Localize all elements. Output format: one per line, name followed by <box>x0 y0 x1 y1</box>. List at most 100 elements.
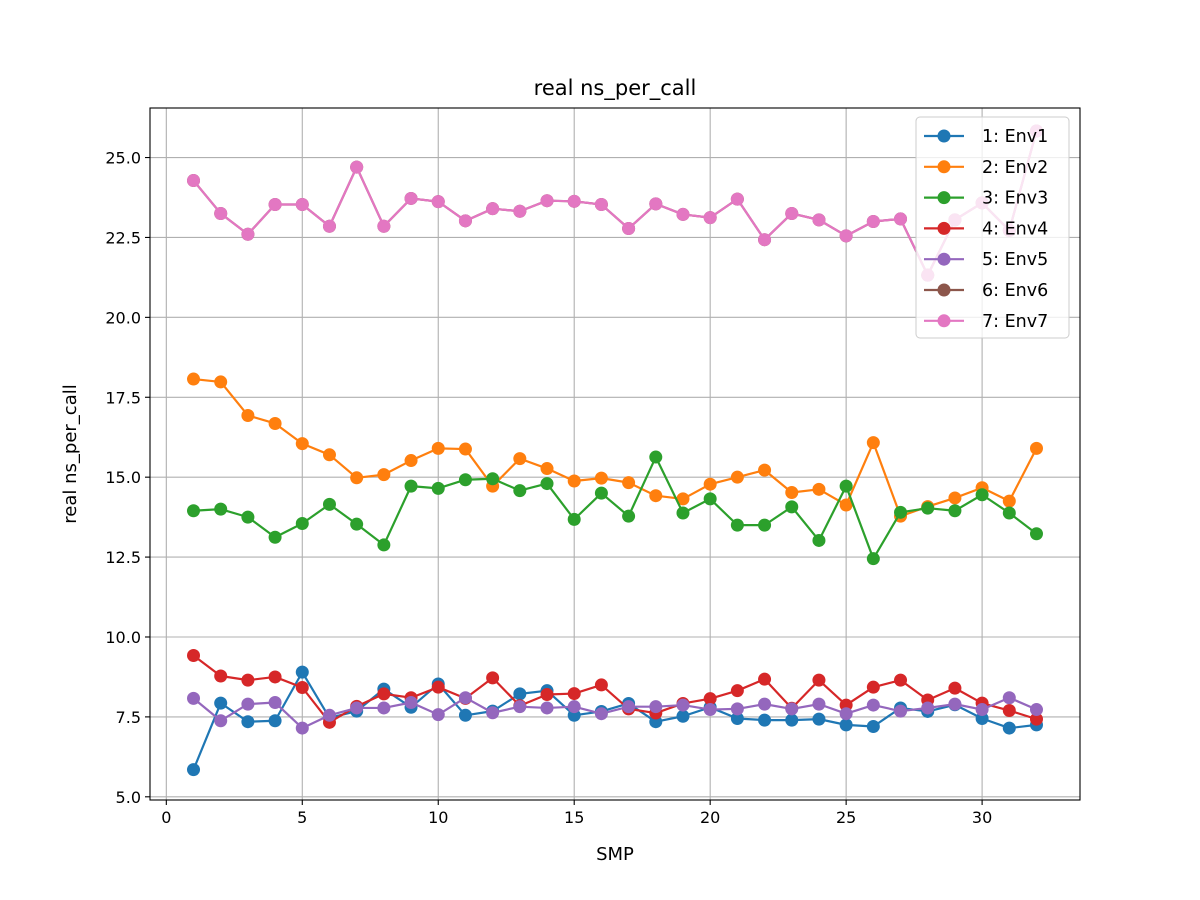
legend-entry: 3: Env3 <box>924 189 1048 209</box>
data-point <box>486 706 500 720</box>
data-point <box>540 477 554 491</box>
data-point <box>812 712 826 726</box>
data-point <box>758 697 772 711</box>
data-point <box>431 441 445 455</box>
data-point <box>513 484 527 498</box>
data-point <box>295 437 309 451</box>
data-point <box>894 212 908 226</box>
data-point <box>948 697 962 711</box>
series-3 <box>187 450 1043 566</box>
series-layer <box>187 124 1043 777</box>
data-point <box>812 697 826 711</box>
data-point <box>948 504 962 518</box>
data-point <box>513 204 527 218</box>
legend-marker <box>937 160 951 174</box>
data-point <box>540 462 554 476</box>
y-tick-label: 7.5 <box>116 708 141 727</box>
data-point <box>241 697 255 711</box>
y-tick-label: 22.5 <box>105 228 141 247</box>
data-point <box>295 517 309 531</box>
data-point <box>594 678 608 692</box>
x-tick-label: 30 <box>972 808 992 827</box>
data-point <box>567 194 581 208</box>
data-point <box>676 207 690 221</box>
legend-entry: 5: Env5 <box>924 250 1048 270</box>
data-point <box>758 518 772 532</box>
data-point <box>785 206 799 220</box>
data-point <box>730 684 744 698</box>
data-point <box>268 530 282 544</box>
data-point <box>1029 703 1043 717</box>
data-point <box>431 195 445 209</box>
data-point <box>241 673 255 687</box>
data-point <box>676 492 690 506</box>
data-point <box>812 482 826 496</box>
data-point <box>866 719 880 733</box>
data-point <box>187 372 201 386</box>
data-point <box>187 504 201 518</box>
data-point <box>894 704 908 718</box>
legend-label: 1: Env1 <box>982 127 1048 147</box>
legend-marker <box>937 129 951 143</box>
data-point <box>404 191 418 205</box>
data-point <box>730 470 744 484</box>
data-point <box>540 194 554 208</box>
data-point <box>350 160 364 174</box>
data-point <box>268 696 282 710</box>
legend-entry: 6: Env6 <box>924 281 1048 301</box>
legend-marker <box>937 191 951 205</box>
data-point <box>703 492 717 506</box>
data-point <box>839 718 853 732</box>
data-point <box>866 680 880 694</box>
y-tick-label: 10.0 <box>105 628 141 647</box>
data-point <box>921 501 935 515</box>
data-point <box>1029 712 1043 726</box>
legend-label: 7: Env7 <box>982 312 1048 332</box>
data-point <box>622 222 636 236</box>
data-point <box>812 213 826 227</box>
data-point <box>703 703 717 717</box>
data-point <box>458 691 472 705</box>
data-point <box>703 692 717 706</box>
chart-title: real ns_per_call <box>534 76 697 101</box>
y-tick-label: 25.0 <box>105 149 141 168</box>
data-point <box>268 670 282 684</box>
data-point <box>730 711 744 725</box>
data-point <box>594 198 608 212</box>
y-tick-label: 17.5 <box>105 388 141 407</box>
data-point <box>676 506 690 520</box>
data-point <box>676 709 690 723</box>
data-point <box>948 681 962 695</box>
data-point <box>295 680 309 694</box>
legend-label: 6: Env6 <box>982 281 1048 301</box>
legend-marker <box>937 221 951 235</box>
data-point <box>350 701 364 715</box>
legend-entry: 7: Env7 <box>924 312 1048 332</box>
data-point <box>730 518 744 532</box>
data-point <box>839 707 853 721</box>
data-point <box>594 707 608 721</box>
data-point <box>839 229 853 243</box>
x-axis-label: SMP <box>596 844 634 865</box>
data-point <box>567 512 581 526</box>
x-tick-label: 15 <box>564 808 584 827</box>
data-point <box>622 476 636 490</box>
data-point <box>295 665 309 679</box>
legend-marker <box>937 252 951 266</box>
data-point <box>839 479 853 493</box>
data-point <box>513 700 527 714</box>
data-point <box>404 696 418 710</box>
data-point <box>812 533 826 547</box>
legend-marker <box>937 283 951 297</box>
data-point <box>431 680 445 694</box>
data-point <box>622 509 636 523</box>
data-point <box>431 708 445 722</box>
data-point <box>921 701 935 715</box>
data-point <box>649 197 663 211</box>
series-5 <box>187 691 1043 735</box>
data-point <box>241 227 255 241</box>
data-point <box>1002 691 1016 705</box>
data-point <box>241 510 255 524</box>
data-point <box>486 202 500 216</box>
